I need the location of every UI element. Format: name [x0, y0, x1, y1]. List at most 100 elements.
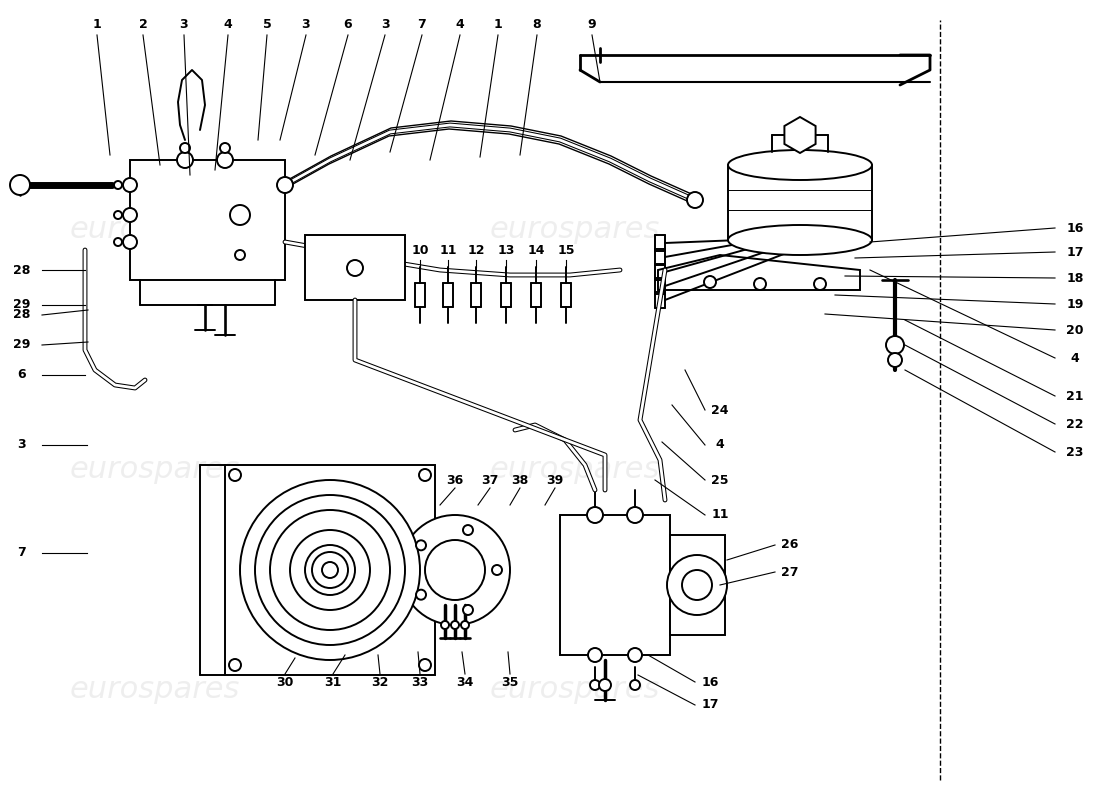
Text: 6: 6	[18, 369, 26, 382]
Text: eurospares: eurospares	[490, 675, 660, 705]
Text: 28: 28	[13, 309, 31, 322]
Circle shape	[229, 659, 241, 671]
Circle shape	[419, 469, 431, 481]
Text: 38: 38	[512, 474, 529, 486]
Text: 4: 4	[1070, 351, 1079, 365]
Text: 19: 19	[1066, 298, 1083, 310]
Circle shape	[461, 621, 469, 629]
Text: eurospares: eurospares	[70, 675, 241, 705]
Circle shape	[217, 152, 233, 168]
Text: 14: 14	[527, 243, 544, 257]
Text: 32: 32	[372, 675, 388, 689]
Text: 7: 7	[418, 18, 427, 31]
Bar	[305, 235, 405, 300]
Circle shape	[114, 238, 122, 246]
Bar	[226, 465, 434, 675]
Text: 11: 11	[712, 509, 728, 522]
Polygon shape	[784, 117, 815, 153]
Circle shape	[114, 211, 122, 219]
Ellipse shape	[728, 225, 872, 255]
Circle shape	[290, 530, 370, 610]
Circle shape	[220, 143, 230, 153]
Text: 36: 36	[447, 474, 463, 486]
Circle shape	[229, 469, 241, 481]
Circle shape	[588, 648, 602, 662]
Text: 24: 24	[712, 403, 728, 417]
Text: 26: 26	[781, 538, 799, 551]
Text: 10: 10	[411, 243, 429, 257]
Text: 16: 16	[1066, 222, 1083, 234]
Text: 3: 3	[301, 18, 310, 31]
Circle shape	[180, 143, 190, 153]
Text: 34: 34	[456, 675, 474, 689]
Bar	[130, 160, 285, 280]
Circle shape	[240, 480, 420, 660]
Text: 1: 1	[494, 18, 503, 31]
Text: 7: 7	[18, 546, 26, 559]
Text: 6: 6	[343, 18, 352, 31]
Circle shape	[322, 562, 338, 578]
Circle shape	[682, 570, 712, 600]
Circle shape	[888, 353, 902, 367]
Circle shape	[230, 205, 250, 225]
Text: 33: 33	[411, 675, 429, 689]
Text: 28: 28	[13, 263, 31, 277]
Circle shape	[416, 540, 426, 550]
Circle shape	[425, 540, 485, 600]
Text: 3: 3	[179, 18, 188, 31]
Ellipse shape	[728, 150, 872, 180]
Text: 30: 30	[276, 675, 294, 689]
Text: 27: 27	[781, 566, 799, 578]
Circle shape	[587, 507, 603, 523]
Text: 4: 4	[223, 18, 232, 31]
Circle shape	[886, 336, 904, 354]
Circle shape	[630, 680, 640, 690]
Bar	[560, 515, 670, 655]
Text: 18: 18	[1066, 271, 1083, 285]
Circle shape	[667, 555, 727, 615]
Text: 20: 20	[1066, 323, 1083, 337]
Text: 21: 21	[1066, 390, 1083, 402]
Circle shape	[492, 565, 502, 575]
Circle shape	[590, 680, 600, 690]
Circle shape	[10, 175, 30, 195]
Circle shape	[400, 515, 510, 625]
Circle shape	[277, 177, 293, 193]
Text: eurospares: eurospares	[490, 455, 660, 485]
Circle shape	[463, 525, 473, 535]
Circle shape	[600, 679, 610, 691]
Text: 3: 3	[381, 18, 389, 31]
Circle shape	[451, 621, 459, 629]
Circle shape	[463, 605, 473, 615]
Circle shape	[814, 278, 826, 290]
Circle shape	[627, 507, 644, 523]
Bar	[670, 535, 725, 635]
Text: 29: 29	[13, 338, 31, 351]
Text: 9: 9	[587, 18, 596, 31]
Text: 8: 8	[532, 18, 541, 31]
Circle shape	[416, 590, 426, 600]
Polygon shape	[658, 255, 860, 290]
Text: 35: 35	[502, 675, 519, 689]
Circle shape	[123, 178, 138, 192]
Text: 4: 4	[455, 18, 464, 31]
Text: 11: 11	[439, 243, 456, 257]
Text: 25: 25	[712, 474, 728, 486]
Text: 5: 5	[263, 18, 272, 31]
Text: eurospares: eurospares	[490, 215, 660, 245]
Text: 39: 39	[547, 474, 563, 486]
Text: 23: 23	[1066, 446, 1083, 458]
Text: 3: 3	[18, 438, 26, 451]
Text: 12: 12	[468, 243, 485, 257]
Text: 31: 31	[324, 675, 342, 689]
Circle shape	[123, 235, 138, 249]
Text: 22: 22	[1066, 418, 1083, 430]
Text: 29: 29	[13, 298, 31, 311]
Text: 15: 15	[558, 243, 574, 257]
Text: 4: 4	[716, 438, 725, 451]
Circle shape	[114, 181, 122, 189]
Circle shape	[270, 510, 390, 630]
Circle shape	[419, 659, 431, 671]
Circle shape	[346, 260, 363, 276]
Circle shape	[441, 621, 449, 629]
